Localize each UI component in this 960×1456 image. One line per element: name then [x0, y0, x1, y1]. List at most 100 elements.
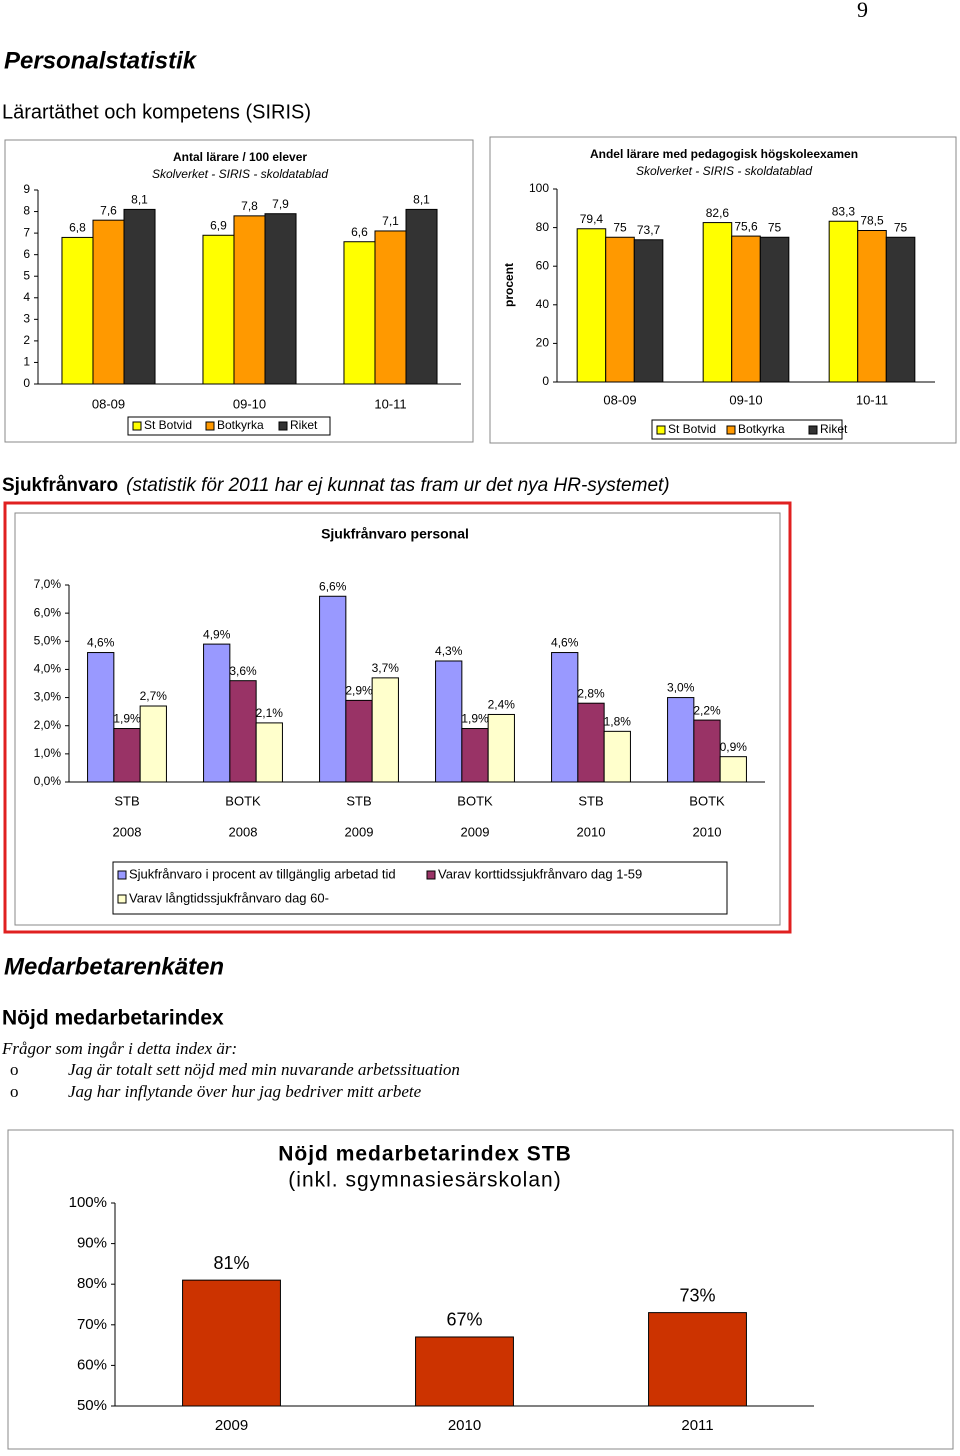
y-tick-label: 9: [23, 182, 30, 196]
bar: [885, 236, 916, 383]
bar: [113, 728, 141, 783]
bar: [233, 215, 266, 385]
value-label: 83,3: [832, 204, 856, 218]
value-label: 7,1: [382, 214, 399, 228]
legend-label: Riket: [290, 418, 318, 432]
value-label: 1,8%: [604, 715, 632, 729]
y-tick-label: 60: [536, 258, 550, 272]
bar: [371, 677, 399, 783]
legend-swatch: [205, 421, 215, 431]
value-label: 67%: [446, 1310, 482, 1330]
bar: [139, 705, 167, 783]
page-number: 9: [857, 0, 868, 22]
chart-title: Andel lärare med pedagogisk högskoleexam…: [590, 147, 858, 161]
value-label: 7,9: [272, 197, 289, 211]
y-tick-label: 0: [542, 374, 549, 388]
x-tick-label: BOTK: [457, 793, 493, 808]
x-tick-label: 08-09: [92, 396, 125, 411]
bar: [693, 719, 721, 783]
x-tick-label: STB: [578, 793, 603, 808]
bar: [702, 222, 733, 383]
bar: [405, 208, 438, 385]
value-label: 2,8%: [577, 686, 605, 700]
x-tick-label: 10-11: [856, 392, 888, 407]
bar: [648, 1312, 747, 1407]
bar: [435, 660, 463, 783]
y-tick-label: 20: [536, 336, 550, 350]
value-label: 78,5: [860, 214, 884, 228]
x-tick-label: 2011: [681, 1417, 713, 1434]
list-item: Jag har inflytande över hur jag bedriver…: [68, 1082, 422, 1101]
value-label: 2,2%: [693, 703, 721, 717]
y-tick-label: 40: [536, 297, 550, 311]
legend-swatch: [726, 425, 736, 435]
bar: [667, 697, 695, 783]
bar: [255, 722, 283, 783]
y-tick-label: 2,0%: [34, 718, 62, 732]
x-tick-label: 2010: [577, 824, 606, 839]
y-tick-label: 7: [23, 225, 30, 239]
value-label: 3,6%: [229, 664, 257, 678]
y-tick-label: 1,0%: [34, 746, 62, 760]
bullet: o: [10, 1060, 19, 1079]
x-tick-label: 2010: [448, 1417, 481, 1434]
y-tick-label: 1: [23, 355, 30, 369]
value-label: 0,9%: [720, 740, 748, 754]
value-label: 75,6: [734, 219, 758, 233]
chart-title: Nöjd medarbetarindex STB: [278, 1143, 572, 1166]
legend-label: Botkyrka: [217, 418, 264, 432]
legend-swatch: [132, 421, 142, 431]
value-label: 73,7: [637, 223, 661, 237]
bar: [123, 208, 156, 385]
legend-label: Varav långtidssjukfrånvaro dag 60-: [129, 890, 329, 905]
x-tick-label: 08-09: [603, 392, 636, 407]
x-tick-label: 09-10: [233, 396, 266, 411]
y-tick-label: 5: [23, 268, 30, 282]
section-title: Medarbetarenkäten: [4, 953, 224, 980]
bar: [461, 728, 489, 783]
bar: [92, 219, 125, 385]
value-label: 81%: [213, 1253, 249, 1273]
bar: [61, 236, 94, 385]
bar: [576, 228, 607, 383]
y-tick-label: 0: [23, 376, 30, 390]
bar: [374, 230, 407, 385]
bar: [828, 220, 859, 383]
list-item: Jag är totalt sett nöjd med min nuvarand…: [68, 1060, 460, 1079]
legend-label: Botkyrka: [738, 422, 785, 436]
x-tick-label: 10-11: [374, 396, 406, 411]
chart-title: Sjukfrånvaro personal: [321, 526, 469, 542]
x-tick-label: STB: [346, 793, 371, 808]
bar: [229, 680, 257, 783]
x-tick-label: 09-10: [729, 392, 762, 407]
value-label: 2,4%: [488, 698, 516, 712]
bar: [203, 643, 231, 783]
value-label: 7,8: [241, 199, 258, 213]
y-tick-label: 80%: [77, 1275, 107, 1292]
y-tick-label: 6,0%: [34, 605, 62, 619]
legend-swatch: [278, 421, 288, 431]
x-tick-label: BOTK: [689, 793, 725, 808]
chart-subtitle: Skolverket - SIRIS - skoldatablad: [152, 167, 328, 181]
y-tick-label: 3: [23, 312, 30, 326]
y-tick-label: 4,0%: [34, 662, 62, 676]
legend-label: Sjukfrånvaro i procent av tillgänglig ar…: [129, 866, 396, 881]
x-tick-label: 2009: [461, 824, 490, 839]
value-label: 2,1%: [256, 706, 284, 720]
value-label: 8,1: [413, 193, 430, 207]
heading: Personalstatistik: [4, 47, 198, 74]
y-tick-label: 2: [23, 333, 30, 347]
y-tick-label: 7,0%: [34, 577, 62, 591]
bar: [264, 213, 297, 385]
value-label: 73%: [679, 1285, 715, 1305]
bar: [731, 235, 761, 383]
y-tick-label: 3,0%: [34, 690, 62, 704]
y-axis-label: procent: [502, 263, 516, 307]
x-tick-label: 2009: [345, 824, 374, 839]
section-title: Sjukfrånvaro (statistik för 2011 har ej k…: [2, 475, 670, 496]
intro: Frågor som ingår i detta index är:: [1, 1039, 237, 1058]
value-label: 6,8: [69, 221, 86, 235]
legend-label: Varav korttidssjukfrånvaro dag 1-59: [438, 866, 642, 881]
y-tick-label: 8: [23, 204, 30, 218]
